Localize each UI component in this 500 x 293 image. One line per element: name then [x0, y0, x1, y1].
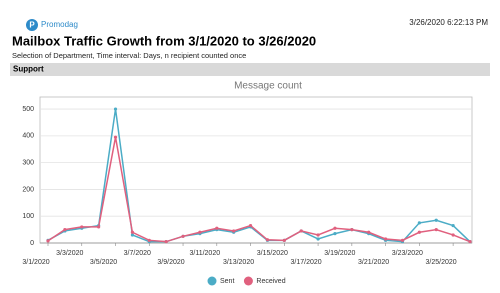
- point: [215, 226, 219, 230]
- x-tick-label: 3/9/2020: [157, 259, 184, 266]
- point: [434, 218, 438, 222]
- point: [130, 233, 134, 237]
- x-tick-label: 3/13/2020: [223, 259, 254, 266]
- plot-frame: [39, 96, 473, 244]
- timestamp: 3/26/2020 6:22:13 PM: [409, 18, 488, 27]
- legend-label: Sent: [220, 278, 234, 285]
- point: [468, 240, 472, 244]
- logo-text: Promodag: [41, 20, 78, 29]
- x-tick-label: 3/1/2020: [22, 259, 49, 266]
- section-bar: [10, 63, 490, 76]
- point: [367, 230, 371, 234]
- point: [350, 228, 354, 232]
- point: [232, 229, 236, 233]
- point: [198, 230, 202, 234]
- report-subtitle: Selection of Department, Time interval: …: [12, 51, 246, 60]
- point: [451, 223, 455, 228]
- point: [63, 228, 67, 232]
- section-title: Support: [13, 65, 44, 74]
- x-tick-label: 3/21/2020: [358, 259, 389, 266]
- point: [282, 238, 286, 242]
- x-tick-label: 3/23/2020: [392, 250, 423, 257]
- point: [147, 238, 151, 242]
- series-line: [47, 108, 471, 243]
- point: [80, 225, 84, 229]
- y-tick-label: 400: [22, 133, 34, 140]
- point: [130, 230, 134, 234]
- legend-marker: [243, 276, 253, 286]
- point: [265, 238, 270, 242]
- legend-marker: [207, 276, 217, 286]
- point: [451, 233, 455, 237]
- y-tick-label: 100: [22, 213, 34, 220]
- x-tick-label: 3/3/2020: [56, 250, 83, 257]
- x-tick-label: 3/25/2020: [426, 259, 457, 266]
- x-tick-label: 3/11/2020: [189, 250, 220, 257]
- point: [181, 234, 185, 238]
- y-tick-label: 0: [30, 240, 34, 247]
- point: [113, 135, 118, 139]
- point: [417, 230, 421, 234]
- point: [299, 229, 303, 233]
- y-tick-label: 500: [22, 106, 34, 113]
- point: [400, 238, 405, 242]
- point: [113, 107, 118, 111]
- point: [248, 223, 253, 228]
- report-title: Mailbox Traffic Growth from 3/1/2020 to …: [12, 33, 316, 48]
- x-tick-label: 3/5/2020: [90, 259, 117, 266]
- point: [384, 237, 388, 241]
- point: [97, 225, 101, 229]
- point: [333, 232, 337, 236]
- y-tick-label: 200: [22, 186, 34, 193]
- point: [333, 226, 337, 230]
- x-tick-label: 3/15/2020: [257, 250, 288, 257]
- point: [434, 228, 438, 232]
- legend-label: Received: [256, 278, 285, 285]
- point: [316, 237, 320, 241]
- point: [316, 233, 320, 237]
- series-line: [47, 137, 471, 243]
- x-tick-label: 3/19/2020: [324, 250, 355, 257]
- chart-title: Message count: [234, 81, 302, 92]
- logo-icon: [26, 19, 38, 31]
- point: [417, 221, 421, 225]
- y-tick-label: 300: [22, 159, 34, 166]
- point: [46, 239, 50, 243]
- logo-letter: P: [29, 21, 35, 30]
- x-tick-label: 3/7/2020: [124, 250, 151, 257]
- x-tick-label: 3/17/2020: [291, 259, 322, 266]
- point: [164, 240, 168, 244]
